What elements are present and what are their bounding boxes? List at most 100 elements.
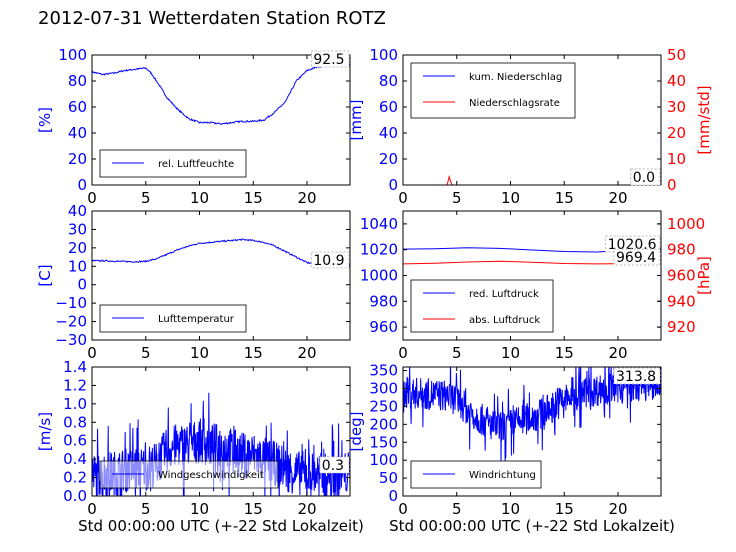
- legend-label: Lufttemperatur: [158, 314, 235, 325]
- x-tick-label: 10: [190, 500, 209, 518]
- value-annotation: 0.3: [322, 458, 344, 474]
- x-tick-label: 20: [297, 189, 316, 207]
- y-tick-label: 80: [68, 72, 87, 90]
- x-tick-label: 5: [452, 344, 462, 362]
- value-annotation-box: [310, 50, 350, 68]
- y2-tick-label: 0: [667, 176, 677, 194]
- x-tick-label: 0: [398, 344, 408, 362]
- y-axis-label: [%]: [36, 107, 54, 133]
- y-tick-label: 20: [379, 150, 398, 168]
- x-tick-label: 10: [190, 344, 209, 362]
- y-tick-label: 40: [68, 202, 87, 220]
- y2-tick-label: 50: [667, 46, 686, 64]
- value-annotation: 10.9: [313, 253, 344, 269]
- y-tick-label: 300: [369, 380, 398, 398]
- legend-label: rel. Luftfeuchte: [158, 159, 234, 170]
- x-tick-label: 5: [141, 344, 151, 362]
- series-line-1: [403, 367, 661, 465]
- y-tick-label: −10: [55, 294, 87, 312]
- x-tick-label: 0: [87, 189, 97, 207]
- y-tick-label: 150: [369, 433, 398, 451]
- chart-panel-4: 960 980 1000 1020 1040 920 940 960 980 1000 0 5 10 15…: [360, 210, 713, 362]
- legend-label: abs. Luftdruck: [469, 315, 540, 326]
- y-tick-label: 0.6: [63, 432, 87, 450]
- x-tick-label: 5: [141, 500, 151, 518]
- y-tick-label: 1.0: [63, 395, 87, 413]
- y-tick-label: 30: [68, 220, 87, 238]
- legend-label: kum. Niederschlag: [469, 72, 562, 83]
- y2-tick-label: 920: [667, 318, 696, 336]
- chart-panel-2: 0 20 40 60 80 100 0 10 20 30 40 50 0 5 10 15 20 [mm] [mm/s…: [347, 46, 713, 207]
- y-tick-label: 350: [369, 362, 398, 380]
- value-annotation-box: [319, 456, 350, 474]
- x-tick-label: 15: [244, 500, 263, 518]
- value-annotation: 313.8: [616, 369, 656, 385]
- x-tick-label: 20: [608, 344, 627, 362]
- value-annotation: 92.5: [313, 52, 344, 68]
- series-line-1: [92, 63, 350, 125]
- y-axis-label: [mm]: [347, 100, 365, 141]
- x-tick-label: 10: [501, 344, 520, 362]
- y-tick-label: 100: [369, 46, 398, 64]
- y-tick-label: 60: [379, 98, 398, 116]
- x-tick-label: 20: [297, 500, 316, 518]
- value-annotation-box: [613, 248, 661, 266]
- plot-frame: [91, 210, 351, 341]
- y-tick-label: 1020: [360, 241, 398, 259]
- x-tick-label: 10: [501, 189, 520, 207]
- y-tick-label: 20: [68, 239, 87, 257]
- legend-label: Windrichtung: [469, 470, 536, 481]
- y-tick-label: 980: [369, 292, 398, 310]
- plot-frame: [91, 366, 351, 497]
- x-tick-label: 10: [501, 500, 520, 518]
- x-tick-label: 15: [555, 344, 574, 362]
- legend-box: [410, 62, 576, 119]
- series-line-1: [92, 238, 350, 267]
- y-tick-label: 0.8: [63, 413, 87, 431]
- x-axis-label: Std 00:00:00 UTC (+-22 Std Lokalzeit): [389, 517, 675, 535]
- plot-frame: [402, 54, 662, 186]
- value-annotation-box: [613, 367, 661, 385]
- x-tick-label: 0: [398, 189, 408, 207]
- y-tick-label: 100: [369, 451, 398, 469]
- y-tick-label: 1000: [360, 267, 398, 285]
- x-tick-label: 15: [244, 189, 263, 207]
- y-tick-label: 1.4: [63, 358, 87, 376]
- x-tick-label: 20: [608, 500, 627, 518]
- y2-tick-label: 40: [667, 72, 686, 90]
- y2-tick-label: 940: [667, 292, 696, 310]
- y-tick-label: 40: [68, 124, 87, 142]
- y-axis-label: [m/s]: [36, 412, 54, 451]
- y2-tick-label: 20: [667, 124, 686, 142]
- legend-label: Windgeschwindigkeit: [158, 470, 264, 481]
- x-tick-label: 20: [297, 344, 316, 362]
- y-tick-label: 0.0: [63, 487, 87, 505]
- value-annotation-box: [310, 251, 350, 269]
- y-tick-label: 250: [369, 397, 398, 415]
- x-tick-label: 15: [555, 189, 574, 207]
- y2-axis-label: [mm/std]: [695, 85, 713, 154]
- x-tick-label: 0: [87, 500, 97, 518]
- legend-box: [410, 279, 554, 333]
- figure-title: 2012-07-31 Wetterdaten Station ROTZ: [38, 8, 386, 29]
- chart-panel-5: 0.00.20.40.60.81.01.21.4 0 5 10 15 20 [m/s] Win…: [36, 358, 351, 518]
- y-tick-label: 40: [379, 124, 398, 142]
- x-tick-label: 10: [190, 189, 209, 207]
- plot-frame: [91, 54, 351, 186]
- y-tick-label: 0: [77, 176, 87, 194]
- y-tick-label: 200: [369, 415, 398, 433]
- value-annotation: 0.0: [633, 170, 655, 186]
- y-tick-label: −30: [55, 331, 87, 349]
- y-tick-label: 0.2: [63, 469, 87, 487]
- y-tick-label: 10: [68, 257, 87, 275]
- y-tick-label: 0: [388, 176, 398, 194]
- x-tick-label: 15: [244, 344, 263, 362]
- y-tick-label: 100: [58, 46, 87, 64]
- y-tick-label: 0: [388, 487, 398, 505]
- legend-label: red. Luftdruck: [469, 289, 539, 300]
- y-tick-label: 80: [379, 72, 398, 90]
- y-axis-label: [C]: [36, 264, 54, 286]
